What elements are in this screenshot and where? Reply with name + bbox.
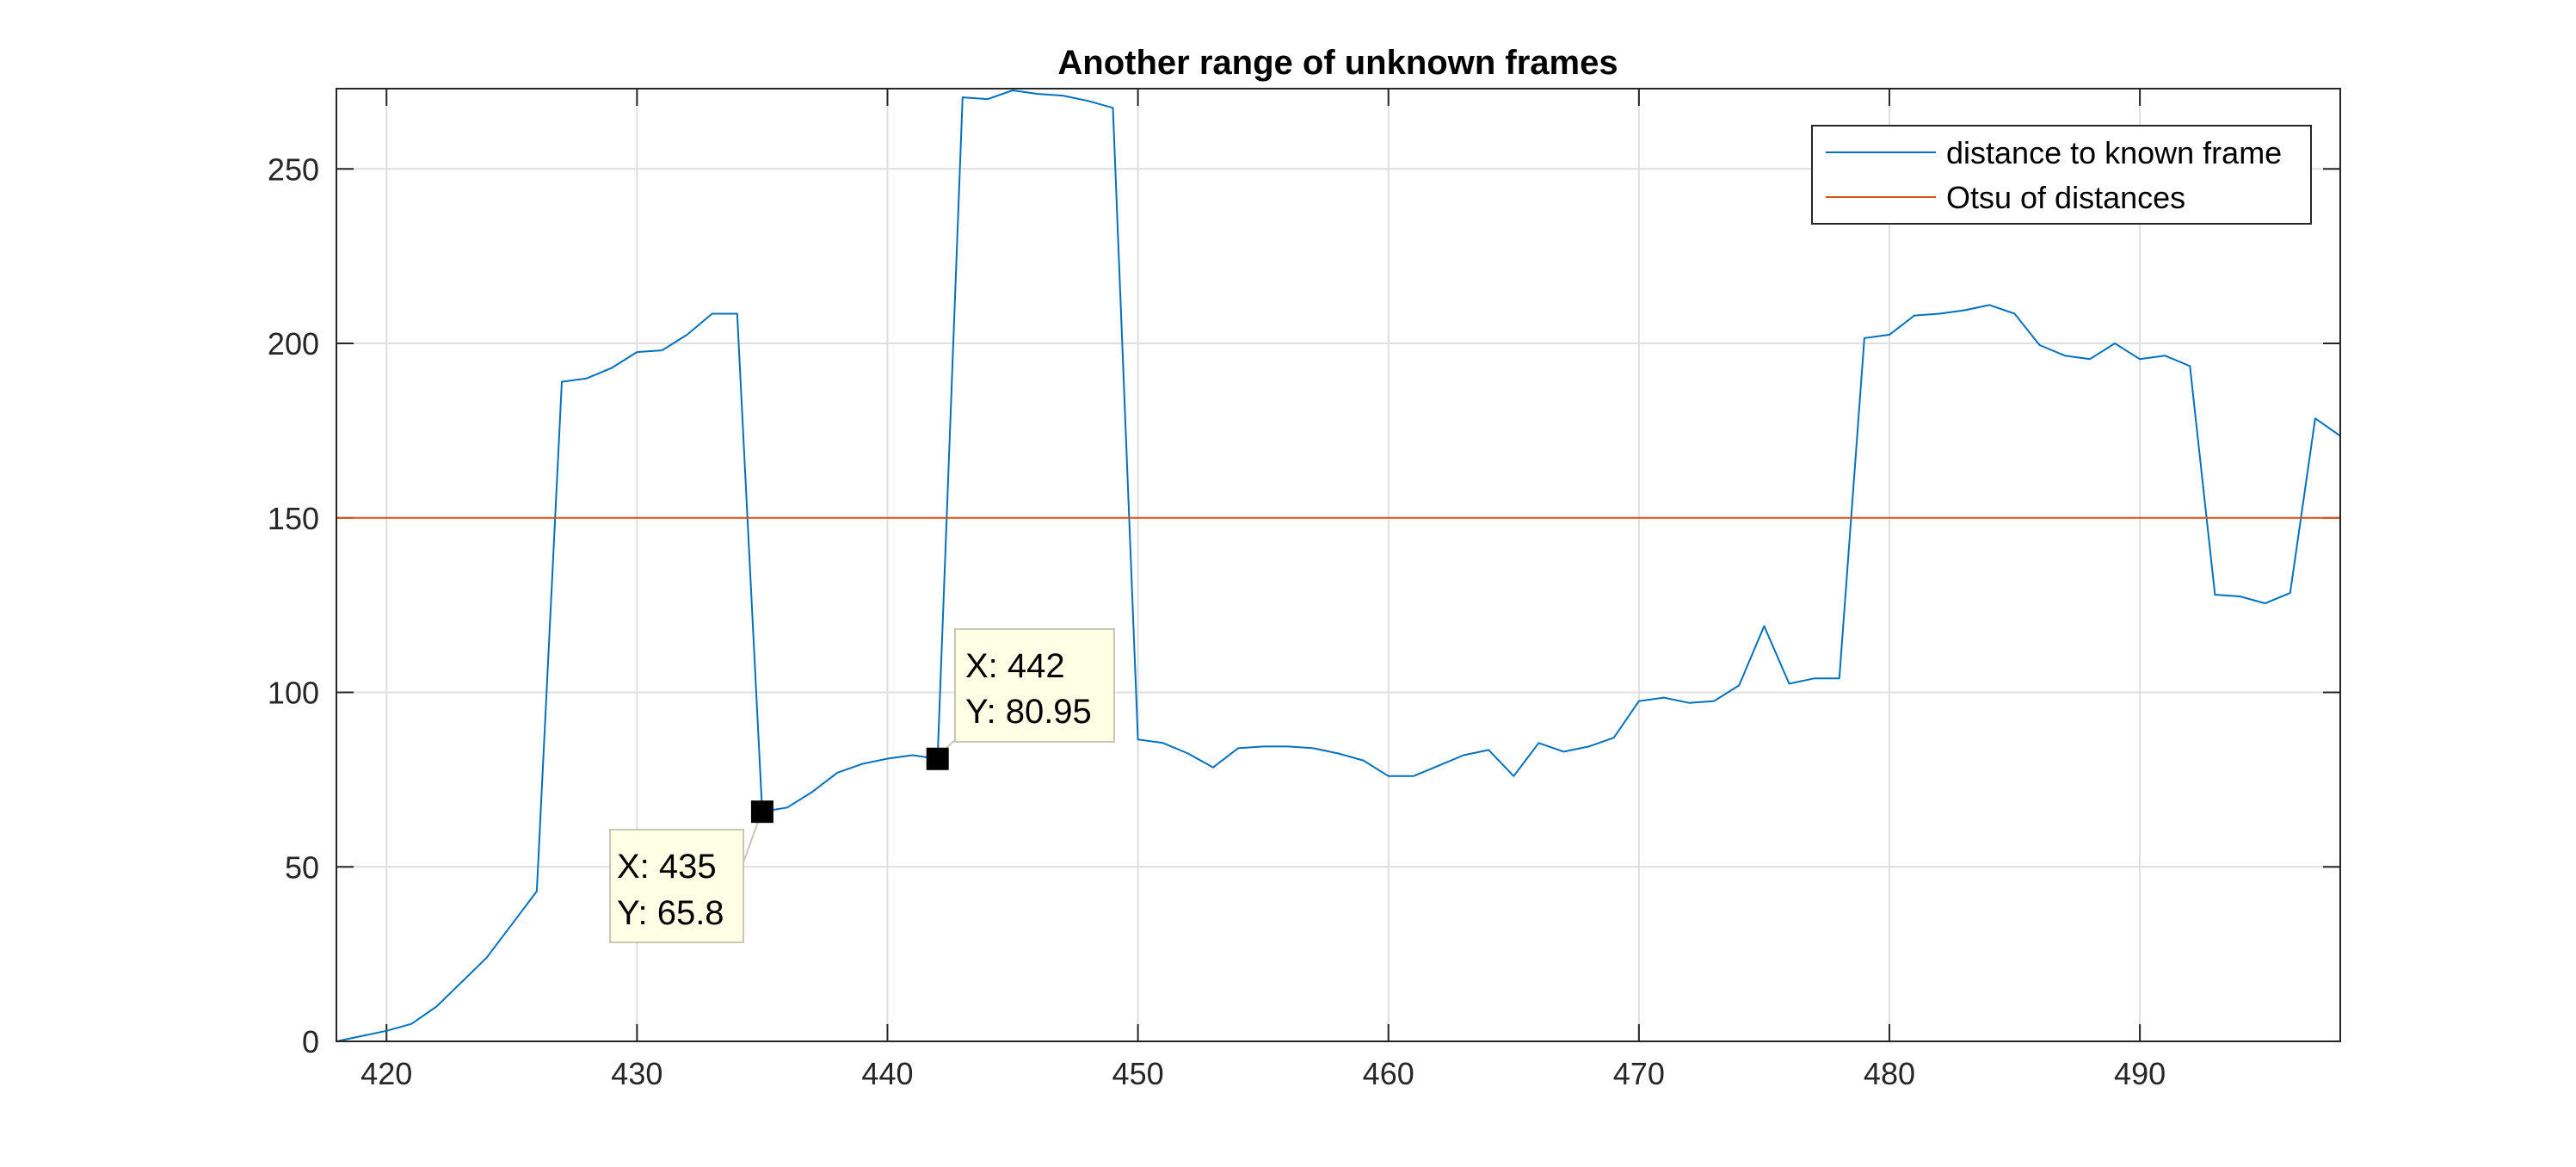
data-tip-435[interactable]: X: 435 Y: 65.8 (609, 800, 773, 943)
x-tick-label: 480 (1864, 1056, 1915, 1091)
axes-box (336, 88, 2341, 1042)
chart-title: Another range of unknown frames (1057, 44, 1618, 82)
y-tick-label: 200 (268, 326, 319, 361)
y-tick-label: 0 (302, 1024, 319, 1059)
data-tip-435-x: X: 435 (617, 848, 717, 886)
data-tip-442-x: X: 442 (965, 647, 1065, 685)
x-tick-label: 470 (1613, 1056, 1665, 1091)
x-tick-label: 450 (1112, 1056, 1164, 1091)
data-tip-442-box (954, 628, 1115, 743)
legend-label-distance: distance to known frame (1946, 135, 2282, 170)
data-tip-435-box (609, 829, 744, 943)
x-tick-label: 430 (611, 1056, 662, 1091)
x-tick-labels: 420 430 440 450 460 470 480 490 (361, 1056, 2166, 1091)
data-tip-435-y: Y: 65.8 (617, 894, 724, 932)
data-tip-442-marker[interactable] (926, 747, 949, 770)
x-tick-label: 460 (1363, 1056, 1414, 1091)
legend-label-otsu: Otsu of distances (1946, 180, 2185, 215)
data-tip-442[interactable]: X: 442 Y: 80.95 (926, 628, 1115, 770)
data-tip-442-y: Y: 80.95 (965, 693, 1092, 731)
x-tick-label: 420 (361, 1056, 412, 1091)
data-tip-435-marker[interactable] (750, 800, 773, 824)
y-tick-label: 100 (268, 676, 319, 711)
y-tick-labels: 0 50 100 150 200 250 (268, 151, 319, 1059)
legend[interactable]: distance to known frame Otsu of distance… (1811, 125, 2312, 225)
series-group (336, 90, 2341, 1042)
y-tick-label: 250 (268, 151, 319, 187)
x-tick-label: 440 (861, 1056, 913, 1091)
legend-box (1811, 125, 2312, 225)
y-tick-label: 50 (285, 849, 319, 885)
series-line-distance (336, 90, 2341, 1042)
y-tick-label: 150 (268, 501, 319, 536)
x-tick-label: 490 (2114, 1056, 2166, 1091)
